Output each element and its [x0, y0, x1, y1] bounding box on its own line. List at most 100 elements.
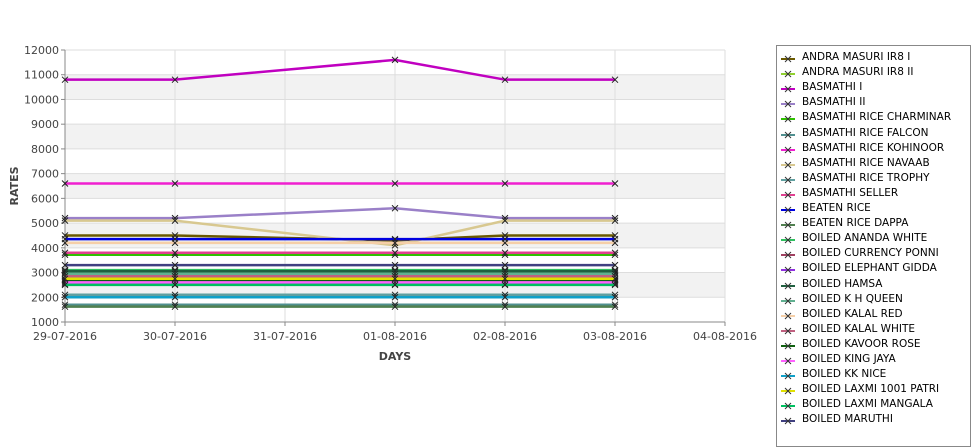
legend-marker-icon [781, 161, 795, 169]
x-tick-label: 02-08-2016 [473, 330, 537, 343]
point-marker [611, 249, 619, 257]
point-marker [61, 261, 69, 269]
data-point [611, 217, 619, 224]
point-marker [501, 249, 509, 257]
point-marker [391, 249, 399, 257]
point-marker [501, 261, 509, 269]
legend-label: BOILED KK NICE [802, 368, 887, 381]
data-point [611, 76, 619, 84]
point-marker [391, 180, 399, 187]
point-marker [611, 217, 619, 224]
legend-marker-icon [781, 342, 795, 350]
data-point [391, 303, 399, 311]
point-marker [611, 180, 619, 187]
data-point [171, 261, 179, 269]
legend-label: BOILED KALAL RED [802, 307, 903, 320]
point-marker [501, 281, 509, 289]
point-marker [61, 180, 69, 187]
data-point [391, 281, 399, 289]
data-point [61, 180, 69, 187]
point-marker [501, 275, 509, 283]
data-point [171, 303, 179, 311]
point-marker [171, 293, 179, 301]
point-marker [171, 239, 179, 247]
point-marker [171, 180, 179, 187]
data-point [171, 76, 179, 84]
legend-label: BOILED ELEPHANT GIDDA [802, 262, 937, 275]
data-point [61, 303, 69, 311]
y-tick-label: 5000 [31, 217, 59, 230]
point-marker [391, 56, 399, 64]
x-tick-label: 31-07-2016 [253, 330, 317, 343]
point-marker [61, 249, 69, 257]
legend-marker-icon [781, 206, 795, 214]
legend-label: BOILED ANANDA WHITE [802, 232, 928, 245]
data-point [171, 180, 179, 187]
point-marker [611, 76, 619, 84]
point-marker [611, 293, 619, 301]
legend-label: ANDRA MASURI IR8 I [802, 51, 911, 63]
data-point [501, 261, 509, 269]
legend-marker-icon [781, 418, 795, 425]
data-point [611, 261, 619, 269]
legend-marker-icon [781, 85, 795, 93]
data-point [61, 217, 69, 224]
data-point [391, 275, 399, 283]
point-marker [611, 239, 619, 247]
data-point [611, 249, 619, 257]
data-point [501, 239, 509, 247]
y-tick-label: 7000 [31, 168, 59, 181]
legend-label: BASMATHI SELLER [802, 186, 899, 199]
data-point [61, 275, 69, 283]
data-point [611, 303, 619, 311]
legend-label: BOILED KALAL WHITE [802, 322, 916, 335]
legend-marker-icon [781, 236, 795, 244]
point-marker [391, 281, 399, 289]
legend-marker-icon [781, 357, 795, 365]
legend-label: BASMATHI II [802, 96, 866, 109]
point-marker [501, 303, 509, 311]
data-point [171, 217, 179, 224]
point-marker [391, 293, 399, 301]
data-point [611, 281, 619, 289]
legend-marker-icon [781, 191, 795, 199]
legend-marker-icon [781, 327, 795, 335]
point-marker [391, 261, 399, 269]
point-marker [501, 217, 509, 224]
x-tick-label: 29-07-2016 [33, 330, 97, 343]
point-marker [391, 239, 399, 247]
chart-legend: ANDRA MASURI IR8 I ANDRA MASURI IR8 II BAS… [776, 45, 971, 447]
legend-marker-icon [781, 100, 795, 108]
legend-label: BASMATHI RICE NAVAAB [802, 156, 930, 169]
data-point [61, 281, 69, 289]
series-line [65, 207, 615, 220]
point-marker [391, 303, 399, 311]
legend-label: BOILED HAMSA [802, 277, 883, 290]
point-marker [171, 275, 179, 283]
legend-marker-icon [781, 402, 795, 410]
data-point [391, 56, 399, 64]
y-tick-label: 11000 [24, 69, 59, 82]
point-marker [61, 303, 69, 311]
data-point [61, 261, 69, 269]
point-marker [611, 303, 619, 311]
line-chart: 1000 2000 3000 4000 5000 6000 7000 8000 9000 1000… [8, 44, 757, 363]
legend-marker-icon [781, 282, 795, 289]
legend-label: BOILED CURRENCY PONNI [802, 247, 939, 260]
x-tick-label: 04-08-2016 [693, 330, 757, 343]
data-point [391, 204, 399, 212]
legend-label: BASMATHI RICE FALCON [802, 126, 929, 139]
data-point [171, 293, 179, 301]
x-axis-label: DAYS [379, 350, 412, 363]
legend-label: BOILED K H QUEEN [802, 292, 903, 305]
data-point [391, 261, 399, 269]
legend-label: BASMATHI RICE CHARMINAR [802, 111, 952, 124]
data-point [391, 249, 399, 257]
legend-marker-icon [781, 176, 795, 184]
data-point [611, 275, 619, 283]
data-point [171, 281, 179, 289]
data-point [391, 293, 399, 301]
data-point [611, 239, 619, 247]
y-tick-label: 2000 [31, 291, 59, 304]
legend-label: BEATEN RICE [802, 202, 871, 214]
